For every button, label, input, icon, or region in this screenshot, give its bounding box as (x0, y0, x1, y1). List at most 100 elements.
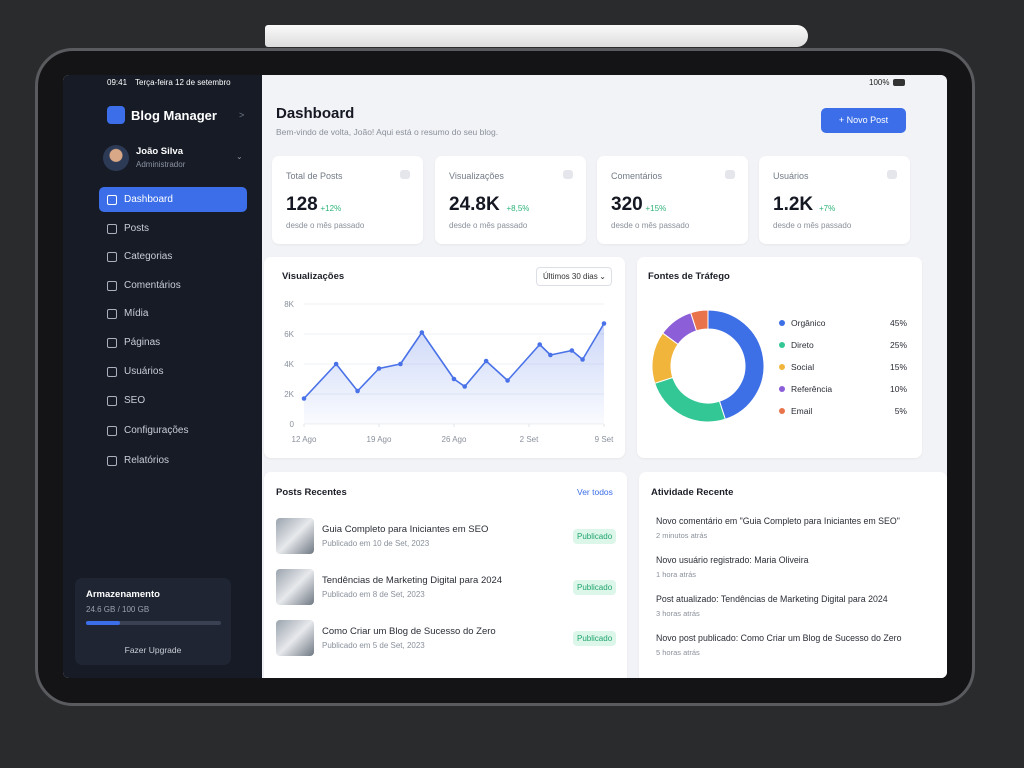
point (376, 366, 382, 371)
nav-item[interactable]: Relatórios (99, 448, 247, 473)
donut-slice (654, 376, 726, 423)
point (601, 321, 607, 326)
value-label: 15% (890, 362, 907, 372)
nav-item[interactable]: Categorias (99, 244, 247, 269)
stat-value: 128 (286, 194, 318, 215)
post-status: Publicado (573, 529, 617, 544)
view-all-link[interactable]: Ver todos (577, 487, 613, 497)
post-thumbnail (276, 620, 314, 656)
donut-slice (707, 309, 765, 420)
new-post-button[interactable]: + Novo Post (821, 108, 906, 133)
nav-icon (107, 281, 117, 291)
nav-icon (107, 367, 117, 377)
collapse-icon[interactable]: > (239, 110, 245, 120)
stat-icon (887, 170, 897, 179)
nav-label: Posts (124, 223, 150, 234)
point (483, 358, 489, 364)
point (580, 357, 585, 362)
activity-text: Novo comentário em "Guia Completo para I… (656, 516, 900, 526)
nav-item[interactable]: Páginas (99, 330, 247, 355)
nav-item[interactable]: Comentários (99, 273, 247, 298)
nav-item[interactable]: Posts (99, 216, 247, 241)
nav-icon (107, 456, 117, 466)
activity-text: Novo usuário registrado: Maria Oliveira (656, 555, 809, 565)
legend-swatch (779, 386, 785, 392)
sidebar: 09:41 Terça-feira 12 de setembro Blog Ma… (63, 75, 262, 678)
x-tick-label: 9 Set (595, 435, 614, 444)
nav-label: Usuários (124, 366, 164, 377)
post-title: Guia Completo para Iniciantes em SEO (322, 524, 489, 535)
point (451, 376, 457, 382)
post-row[interactable]: Como Criar um Blog de Sucesso do Zero Pu… (264, 620, 627, 660)
stat-note: desde o mês passado (449, 221, 528, 230)
legend-label: Direto (791, 340, 814, 350)
activity-time: 2 minutos atrás (656, 531, 708, 540)
value-label: 45% (890, 318, 907, 328)
status-date: Terça-feira 12 de setembro (135, 78, 231, 87)
y-tick-label: 4K (284, 360, 294, 369)
legend-swatch (779, 342, 785, 348)
stat-note: desde o mês passado (611, 221, 690, 230)
post-row[interactable]: Guia Completo para Iniciantes em SEO Pub… (264, 518, 627, 558)
nav-item[interactable]: Configurações (99, 418, 247, 443)
battery-icon (893, 79, 905, 86)
stat-note: desde o mês passado (286, 221, 365, 230)
nav-label: Dashboard (124, 194, 173, 205)
y-tick-label: 8K (284, 300, 294, 309)
point (419, 330, 425, 335)
nav-label: SEO (124, 395, 146, 406)
page-title: Dashboard (276, 105, 355, 122)
brand-logo (107, 106, 125, 124)
upgrade-button[interactable]: Fazer Upgrade (124, 645, 182, 655)
point (569, 348, 575, 353)
nav-icon (107, 426, 117, 436)
chart-title: Fontes de Tráfego (648, 271, 730, 282)
point (355, 388, 360, 394)
point (301, 396, 307, 401)
nav-label: Mídia (124, 308, 149, 319)
nav-icon (107, 338, 117, 348)
storage-card: Armazenamento 24.6 GB / 100 GB Fazer Upg… (75, 578, 231, 665)
nav-label: Relatórios (124, 455, 170, 466)
stat-icon (563, 170, 573, 179)
activity-title: Atividade Recente (651, 487, 734, 498)
legend-swatch (779, 320, 785, 326)
nav-item[interactable]: Usuários (99, 359, 247, 384)
activity-text: Novo post publicado: Como Criar um Blog … (656, 633, 902, 643)
recent-posts-card: Posts Recentes Ver todos Guia Completo p… (264, 472, 627, 678)
nav-item[interactable]: SEO (99, 388, 247, 413)
views-card: Visualizações Últimos 30 dias ⌄ 0 2K 4K 6K 8K… (264, 257, 625, 458)
stat-change: +8,5% (506, 204, 530, 213)
value-label: 10% (890, 384, 907, 394)
nav-item[interactable]: Mídia (99, 301, 247, 326)
nav-item[interactable]: Dashboard (99, 187, 247, 212)
nav-label: Categorias (124, 251, 173, 262)
y-tick-label: 0 (290, 420, 295, 429)
point (537, 342, 543, 347)
legend-label: Orgânico (791, 318, 826, 328)
range-caret: ⌄ (599, 272, 606, 281)
brand[interactable]: Blog Manager (131, 108, 217, 123)
point (398, 361, 403, 367)
activity-card: Atividade Recente Novo comentário em "Gu… (639, 472, 947, 678)
nav-label: Comentários (124, 280, 181, 291)
user-name[interactable]: João Silva (136, 146, 183, 157)
nav-label: Configurações (124, 425, 189, 436)
post-row[interactable]: Tendências de Marketing Digital para 202… (264, 569, 627, 609)
stat-card: Visualizações 24.8K +8,5% desde o mês pa… (435, 156, 586, 244)
new-post-label: Novo Post (846, 115, 889, 125)
x-tick-label: 26 Ago (442, 435, 467, 444)
traffic-card: Fontes de Tráfego Orgânico 45% Direto 25% So… (637, 257, 922, 458)
stat-label: Usuários (773, 171, 809, 181)
recent-posts-title: Posts Recentes (276, 487, 347, 498)
post-status: Publicado (573, 580, 617, 595)
activity-time: 3 horas atrás (656, 609, 700, 618)
user-menu-icon[interactable]: ⌄ (236, 152, 243, 161)
range-select[interactable]: Últimos 30 dias ⌄ (536, 267, 612, 286)
avatar (103, 145, 129, 171)
post-status: Publicado (573, 631, 617, 646)
battery: 100% (869, 78, 890, 87)
post-date: Publicado em 5 de Set, 2023 (322, 641, 425, 650)
y-tick-label: 6K (284, 330, 294, 339)
